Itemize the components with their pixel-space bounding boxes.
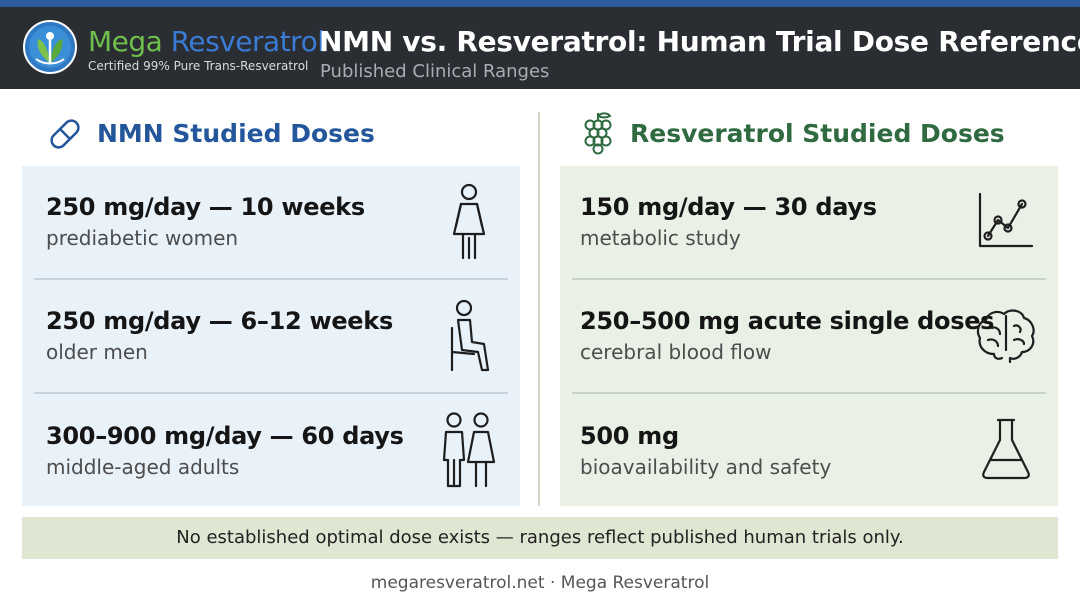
nmn-dose-row: 250 mg/day — 6–12 weeks older men xyxy=(22,280,520,393)
dose-context: bioavailability and safety xyxy=(580,455,832,479)
row-separator xyxy=(572,392,1046,394)
resveratrol-dose-row: 500 mg bioavailability and safety xyxy=(560,394,1058,506)
row-separator xyxy=(34,278,508,280)
dose-population: prediabetic women xyxy=(46,226,239,250)
dose-amount: 250 mg/day — 6–12 weeks xyxy=(46,307,393,335)
brand-tagline: Certified 99% Pure Trans-Resveratrol xyxy=(88,59,309,73)
nmn-dose-row: 300–900 mg/day — 60 days middle-aged adu… xyxy=(22,394,520,506)
dose-amount: 150 mg/day — 30 days xyxy=(580,193,877,221)
disclaimer-text: No established optimal dose exists — ran… xyxy=(176,527,904,548)
page-title: NMN vs. Resveratrol: Human Trial Dose Re… xyxy=(319,25,1080,58)
pill-icon xyxy=(50,119,80,149)
footer-credit: megaresveratrol.net · Mega Resveratrol xyxy=(370,573,710,593)
nmn-dose-panel: 250 mg/day — 10 weeks prediabetic women … xyxy=(22,166,520,506)
dose-amount: 250 mg/day — 10 weeks xyxy=(46,193,365,221)
brain-icon xyxy=(976,309,1035,364)
dose-population: older men xyxy=(46,340,148,364)
woman-icon xyxy=(452,183,486,260)
dose-population: middle-aged adults xyxy=(46,455,240,479)
nmn-dose-row: 250 mg/day — 10 weeks prediabetic women xyxy=(22,166,520,279)
resveratrol-dose-row: 250–500 mg acute single doses cerebral b… xyxy=(560,280,1058,393)
nmn-column-title: NMN Studied Doses xyxy=(97,119,375,148)
row-separator xyxy=(572,278,1046,280)
seated-man-icon xyxy=(450,299,490,372)
dose-amount: 250–500 mg acute single doses xyxy=(580,307,995,335)
top-accent-bar xyxy=(0,0,1080,7)
grapes-icon xyxy=(584,112,612,155)
resveratrol-dose-panel: 150 mg/day — 30 days metabolic study 250… xyxy=(560,166,1058,506)
header: Mega Resveratrol Certified 99% Pure Tran… xyxy=(0,7,1080,89)
brand-name: Mega Resveratrol xyxy=(88,25,325,58)
line-chart-icon xyxy=(978,192,1034,248)
row-separator xyxy=(34,392,508,394)
dose-amount: 500 mg xyxy=(580,422,679,450)
dose-amount: 300–900 mg/day — 60 days xyxy=(46,422,404,450)
dose-context: cerebral blood flow xyxy=(580,340,772,364)
resveratrol-dose-row: 150 mg/day — 30 days metabolic study xyxy=(560,166,1058,279)
column-divider xyxy=(538,112,540,506)
resveratrol-column-title: Resveratrol Studied Doses xyxy=(630,119,1005,148)
couple-icon xyxy=(442,412,496,488)
flask-icon xyxy=(982,418,1030,480)
logo-icon xyxy=(23,20,77,74)
dose-context: metabolic study xyxy=(580,226,741,250)
disclaimer-note: No established optimal dose exists — ran… xyxy=(22,517,1058,559)
page-subtitle: Published Clinical Ranges xyxy=(320,61,550,82)
